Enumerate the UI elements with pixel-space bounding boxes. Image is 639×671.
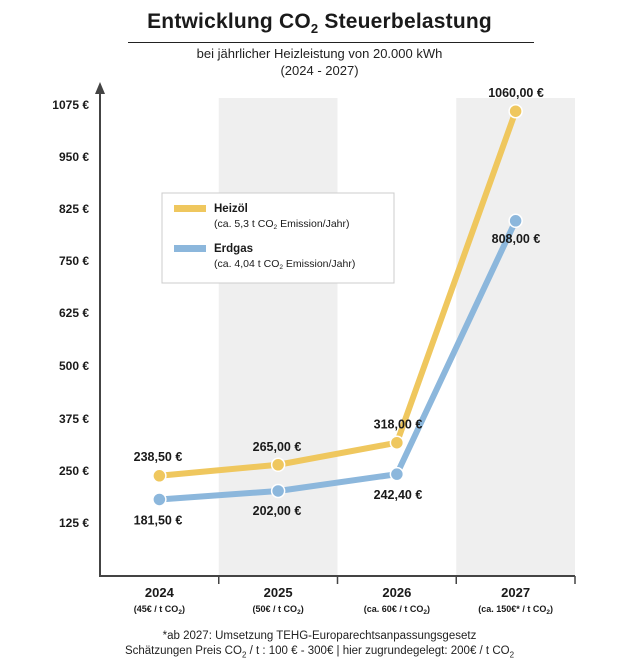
data-point-heizoel xyxy=(270,457,286,473)
chart-subtitle: bei jährlicher Heizleistung von 20.000 k… xyxy=(196,46,443,61)
x-tick-sublabel: (ca. 60€ / t CO2) xyxy=(364,604,430,616)
series-line-heizoel xyxy=(156,108,519,479)
data-point-erdgas xyxy=(508,213,523,229)
shaded-column-2027 xyxy=(456,98,575,576)
x-tick-label: 2025 xyxy=(264,585,293,600)
chart-title: Entwicklung CO2 Steuerbelastung xyxy=(147,10,492,37)
data-label-heizoel: 238,50 € xyxy=(134,450,183,464)
title-divider xyxy=(128,42,534,43)
y-tick-label: 1075 € xyxy=(52,98,89,112)
chart-subtitle-period: (2024 - 2027) xyxy=(280,63,359,78)
data-point-erdgas xyxy=(270,483,286,499)
data-point-heizoel xyxy=(389,435,405,450)
data-label-erdgas: 242,40 € xyxy=(374,488,423,502)
data-label-erdgas: 202,00 € xyxy=(253,504,302,518)
y-tick-label: 625 € xyxy=(59,306,89,320)
y-tick-label: 950 € xyxy=(59,150,89,164)
data-label-heizoel: 318,00 € xyxy=(374,418,423,432)
data-label-heizoel: 265,00 € xyxy=(253,440,302,454)
y-tick-label: 125 € xyxy=(59,516,89,530)
data-label-heizoel: 1060,00 € xyxy=(488,86,544,100)
legend-swatch-erdgas xyxy=(174,245,206,252)
footnote-2: Schätzungen Preis CO2 / t : 100 € - 300€… xyxy=(124,645,515,660)
legend-label-erdgas: Erdgas xyxy=(214,243,253,255)
data-point-heizoel xyxy=(152,468,167,484)
y-tick-label: 825 € xyxy=(59,202,89,216)
legend xyxy=(161,192,395,284)
legend-swatch-heizoel xyxy=(174,205,206,212)
y-tick-label: 250 € xyxy=(59,464,89,478)
x-tick-sublabel: (50€ / t CO2) xyxy=(253,604,304,616)
x-tick-label: 2024 xyxy=(145,585,175,600)
y-tick-label: 750 € xyxy=(59,254,89,268)
y-tick-label: 375 € xyxy=(59,412,89,426)
y-axis-arrow-icon xyxy=(95,82,105,94)
data-point-heizoel xyxy=(508,103,523,119)
x-tick-sublabel: (45€ / t CO2) xyxy=(134,604,185,616)
x-tick-label: 2026 xyxy=(382,585,411,600)
legend-label-heizoel: Heizöl xyxy=(214,203,248,215)
data-point-erdgas xyxy=(389,466,405,482)
data-label-erdgas: 181,50 € xyxy=(134,513,183,527)
footnote-1: *ab 2027: Umsetzung TEHG-Europarechtsanp… xyxy=(162,630,477,642)
series-line-erdgas xyxy=(156,217,519,503)
x-tick-label: 2027 xyxy=(501,585,530,600)
y-tick-label: 500 € xyxy=(59,359,89,373)
data-label-erdgas: 808,00 € xyxy=(492,232,541,246)
legend-detail-erdgas: (ca. 4,04 t CO2 Emission/Jahr) xyxy=(214,258,355,271)
data-point-erdgas xyxy=(152,492,167,507)
legend-detail-heizoel: (ca. 5,3 t CO2 Emission/Jahr) xyxy=(214,218,350,231)
x-tick-sublabel: (ca. 150€* / t CO2) xyxy=(478,604,553,616)
